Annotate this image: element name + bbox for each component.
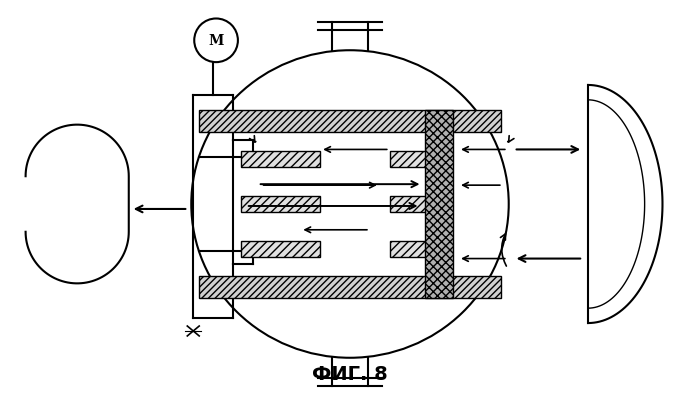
Bar bbox=[389, 197, 439, 212]
Bar bbox=[199, 277, 500, 299]
Text: М: М bbox=[208, 34, 224, 48]
Bar bbox=[241, 152, 320, 168]
Bar bbox=[241, 197, 320, 212]
Bar bbox=[199, 110, 500, 132]
Text: ФИГ. 8: ФИГ. 8 bbox=[312, 364, 388, 383]
Bar bbox=[389, 152, 439, 168]
Bar bbox=[389, 241, 439, 257]
Bar bbox=[241, 241, 320, 257]
Bar bbox=[426, 110, 453, 299]
